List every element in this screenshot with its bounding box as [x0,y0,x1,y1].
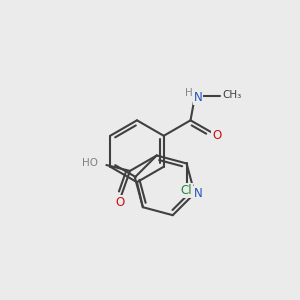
Text: CH₃: CH₃ [222,90,242,100]
Text: N: N [194,187,203,200]
Text: HO: HO [82,158,98,168]
Text: Cl: Cl [181,184,192,197]
Text: O: O [115,196,124,209]
Text: N: N [194,91,202,104]
Text: H: H [184,88,192,98]
Text: O: O [212,129,222,142]
